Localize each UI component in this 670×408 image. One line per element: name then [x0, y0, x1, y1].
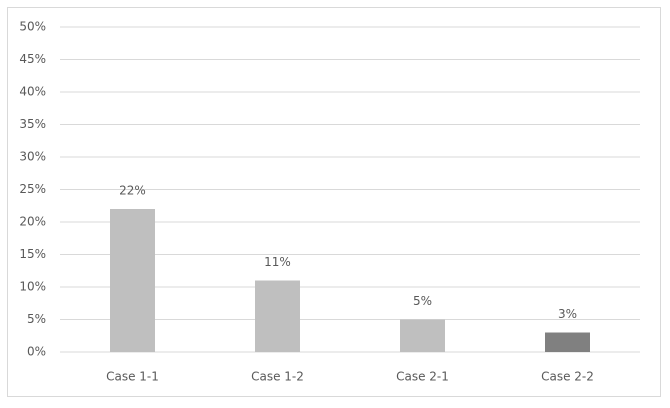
y-tick-label: 10% — [19, 280, 46, 294]
x-tick-label: Case 1-1 — [106, 370, 159, 384]
y-tick-label: 5% — [27, 312, 46, 326]
bar — [110, 209, 155, 352]
bar — [400, 319, 445, 352]
y-tick-label: 0% — [27, 345, 46, 359]
y-tick-label: 40% — [19, 85, 46, 99]
x-tick-label: Case 2-1 — [396, 370, 449, 384]
y-tick-label: 15% — [19, 247, 46, 261]
data-label: 5% — [413, 294, 432, 308]
x-tick-label: Case 2-2 — [541, 370, 594, 384]
y-tick-label: 20% — [19, 215, 46, 229]
y-tick-label: 25% — [19, 182, 46, 196]
bar — [255, 280, 300, 352]
bar — [545, 332, 590, 352]
data-label: 3% — [558, 307, 577, 321]
y-tick-label: 30% — [19, 150, 46, 164]
y-tick-label: 45% — [19, 52, 46, 66]
y-tick-label: 35% — [19, 117, 46, 131]
x-tick-label: Case 1-2 — [251, 370, 304, 384]
data-label: 22% — [119, 184, 146, 198]
data-label: 11% — [264, 255, 291, 269]
y-tick-label: 50% — [19, 20, 46, 34]
